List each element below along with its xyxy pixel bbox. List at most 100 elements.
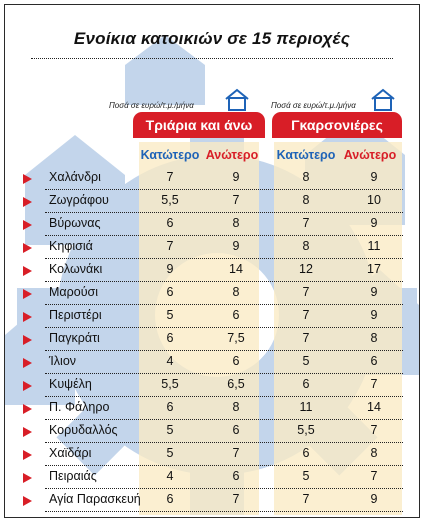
area-name: Παγκράτι [49,331,100,345]
col-header-high-1: Ανώτερο [205,148,259,162]
arrow-right-icon [23,174,32,184]
table-row: Κολωνάκι 9 14 12 17 [5,259,419,282]
value-cell: 7 [166,170,174,184]
value-cell: 7 [370,469,378,483]
value-cell: 5 [302,354,310,368]
value-cell: 14 [229,262,243,276]
value-cell: 17 [367,262,381,276]
title-divider [31,58,393,59]
arrow-right-icon [23,404,32,414]
area-name: Κορυδαλλός [49,423,118,437]
area-name: Αγία Παρασκευή [49,492,141,506]
arrow-right-icon [23,220,32,230]
value-cell: 7 [232,492,240,506]
arrow-right-icon [23,266,32,276]
unit-note-group-1: Ποσά σε ευρώ/τ.μ./μήνα [109,101,194,110]
row-divider [45,281,403,282]
value-cell: 7 [302,308,310,322]
area-name: Περιστέρι [49,308,102,322]
table-row: Αγία Παρασκευή 6 7 7 9 [5,489,419,512]
value-cell: 8 [370,446,378,460]
house-icon [371,88,395,111]
value-cell: 6 [166,400,174,414]
value-cell: 14 [367,400,381,414]
value-cell: 6 [166,216,174,230]
arrow-right-icon [23,243,32,253]
arrow-right-icon [23,450,32,460]
value-cell: 7 [302,492,310,506]
value-cell: 4 [166,469,174,483]
table-row: Κορυδαλλός 5 6 5,5 7 [5,420,419,443]
value-cell: 8 [302,193,310,207]
value-cell: 9 [232,239,240,253]
column-bg-group-1 [139,142,259,515]
arrow-right-icon [23,427,32,437]
value-cell: 6 [232,354,240,368]
table-row: Περιστέρι 5 6 7 9 [5,305,419,328]
row-divider [45,488,403,489]
value-cell: 5,5 [161,193,179,207]
value-cell: 7 [370,423,378,437]
value-cell: 7 [370,377,378,391]
arrow-right-icon [23,312,32,322]
row-divider [45,212,403,213]
value-cell: 11 [367,239,381,253]
value-cell: 6 [232,469,240,483]
value-cell: 9 [232,170,240,184]
arrow-right-icon [23,381,32,391]
area-name: Βύρωνας [49,216,101,230]
area-name: Χαλάνδρι [49,170,101,184]
house-icon [225,88,249,111]
value-cell: 9 [166,262,174,276]
value-cell: 5 [166,423,174,437]
row-divider [45,304,403,305]
row-divider [45,396,403,397]
value-cell: 6 [232,308,240,322]
table-row: Μαρούσι 6 8 7 9 [5,282,419,305]
value-cell: 5,5 [161,377,179,391]
area-name: Κυψέλη [49,377,92,391]
value-cell: 6 [232,423,240,437]
value-cell: 9 [370,216,378,230]
arrow-right-icon [23,473,32,483]
arrow-right-icon [23,335,32,345]
value-cell: 5,5 [297,423,315,437]
arrow-right-icon [23,289,32,299]
area-name: Κολωνάκι [49,262,103,276]
arrow-right-icon [23,496,32,506]
value-cell: 9 [370,308,378,322]
table-row: Χαϊδάρι 5 7 6 8 [5,443,419,466]
area-name: Π. Φάληρο [49,400,110,414]
group-header-apartments: Τριάρια και άνω [133,112,265,138]
area-name: Πειραιάς [49,469,97,483]
value-cell: 7,5 [227,331,245,345]
arrow-right-icon [23,197,32,207]
row-divider [45,258,403,259]
value-cell: 8 [232,216,240,230]
arrow-right-icon [23,358,32,368]
value-cell: 8 [370,331,378,345]
row-divider [45,511,403,512]
value-cell: 8 [302,170,310,184]
area-name: Κηφισιά [49,239,93,253]
area-name: Ζωγράφου [49,193,109,207]
table-row: Ζωγράφου 5,5 7 8 10 [5,190,419,213]
row-divider [45,350,403,351]
value-cell: 9 [370,285,378,299]
table-row: Βύρωνας 6 8 7 9 [5,213,419,236]
value-cell: 6 [370,354,378,368]
value-cell: 5 [302,469,310,483]
table-row: Ίλιον 4 6 5 6 [5,351,419,374]
table-row: Κυψέλη 5,5 6,5 6 7 [5,374,419,397]
chart-title: Ενοίκια κατοικιών σε 15 περιοχές [73,29,351,48]
col-header-low-1: Κατώτερο [140,148,200,162]
value-cell: 7 [302,216,310,230]
row-divider [45,373,403,374]
row-divider [45,189,403,190]
value-cell: 6 [166,331,174,345]
row-divider [45,327,403,328]
group-header-studios: Γκαρσονιέρες [272,112,402,138]
value-cell: 7 [232,446,240,460]
value-cell: 6 [166,285,174,299]
value-cell: 12 [299,262,313,276]
